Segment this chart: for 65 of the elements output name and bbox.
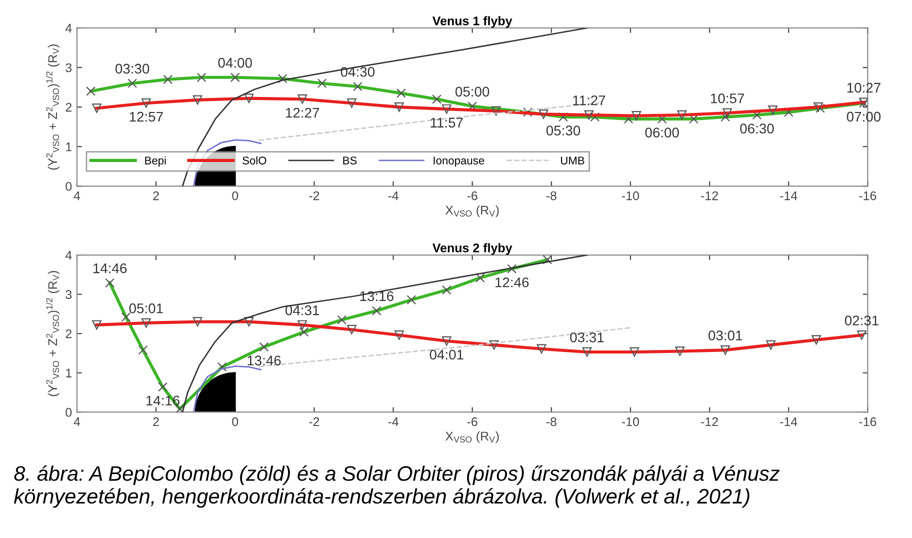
x-tick-label: -10	[622, 191, 640, 200]
legend-label: BS	[343, 156, 357, 164]
y-tick-label: 2	[66, 102, 72, 112]
annotation: 04:00	[218, 58, 252, 68]
y-tick-label: 1	[66, 368, 72, 378]
annotation: 05:30	[546, 126, 580, 136]
legend-label: Ionopause	[434, 156, 484, 167]
text: (Y$^{2}$$_{VSO}$ + Z$^{2}$$_{VSO}$)$^{1/2}$ (R$_{V}$)	[46, 270, 60, 396]
x-tick-label: -16	[859, 191, 876, 200]
annotation: 11:57	[430, 118, 463, 128]
chart-title: Venus 1 flyby	[432, 16, 512, 28]
chart-title: Venus 2 flyby	[432, 243, 512, 255]
y-tick-label: 3	[66, 63, 72, 72]
annotation: 05:01	[129, 303, 163, 314]
x-tick-label: -6	[467, 191, 478, 200]
annotation: 10:57	[711, 93, 744, 104]
x-tick-label: -12	[701, 191, 718, 200]
x-tick-label: -14	[780, 191, 798, 200]
y-tick-label: 0	[66, 182, 72, 191]
annotation: 04:30	[340, 66, 375, 77]
x-axis-title: X$_{VSO}$ (R$_{V}$)	[445, 205, 499, 218]
annotation: 12:46	[496, 277, 529, 288]
x-tick-label: 2	[153, 417, 159, 426]
x-tick-label: -4	[388, 191, 398, 200]
x-tick-label: -2	[309, 417, 320, 426]
x-tick-label: 0	[232, 191, 238, 200]
annotation: 05:00	[455, 86, 490, 97]
y-tick-label: 3	[66, 290, 72, 299]
annotation: 11:27	[573, 95, 606, 106]
x-tick-label: 4	[74, 417, 80, 426]
annotation: 04:31	[285, 305, 320, 316]
legend-label: SolO	[242, 156, 266, 164]
y-tick-label: 4	[65, 250, 72, 260]
text: 8. ábra: A BepiColombo (zöld) és a Solar Orbiter (piros) űrszondák pályái a Vénusz környezetében, hengerkoordináta-rendszerben ábrázolva. (Volwerk et al., 2021)	[14, 465, 780, 508]
annotation: 06:30	[740, 124, 774, 134]
y-tick-label: 4	[65, 24, 72, 33]
annotation: 12:57	[130, 112, 163, 122]
annotation: 03:31	[570, 332, 604, 342]
annotation: 04:01	[430, 350, 464, 360]
x-tick-label: -6	[467, 417, 478, 426]
x-tick-label: 2	[153, 191, 159, 200]
x-tick-label: 0	[232, 417, 238, 426]
annotation: 06:00	[645, 128, 679, 138]
x-tick-label: -2	[309, 191, 320, 200]
text: (Y$^{2}$$_{VSO}$ + Z$^{2}$$_{VSO}$)$^{1/2}$ (R$_{V}$)	[46, 44, 60, 170]
y-tick-label: 1	[66, 142, 72, 152]
annotation: 13:16	[360, 291, 394, 302]
x-tick-label: -8	[546, 417, 556, 426]
x-tick-label: -14	[780, 417, 798, 426]
x-tick-label: -16	[859, 417, 876, 426]
x-tick-label: -12	[701, 417, 718, 426]
annotation: 03:30	[115, 64, 150, 74]
x-axis-title: X$_{VSO}$ (R$_{V}$)	[445, 431, 499, 444]
x-tick-label: -8	[546, 191, 556, 200]
annotation: 03:01	[708, 330, 742, 340]
annotation: 13:46	[248, 356, 281, 366]
y-tick-label: 2	[66, 329, 72, 338]
annotation: 14:46	[93, 263, 127, 274]
annotation: 12:27	[286, 108, 320, 118]
y-tick-label: 0	[66, 408, 72, 417]
x-tick-label: 4	[74, 191, 80, 200]
legend-label: Bepi	[145, 156, 166, 167]
x-tick-label: -4	[388, 417, 398, 426]
x-tick-label: -10	[622, 417, 640, 426]
legend-label: UMB	[560, 156, 584, 164]
